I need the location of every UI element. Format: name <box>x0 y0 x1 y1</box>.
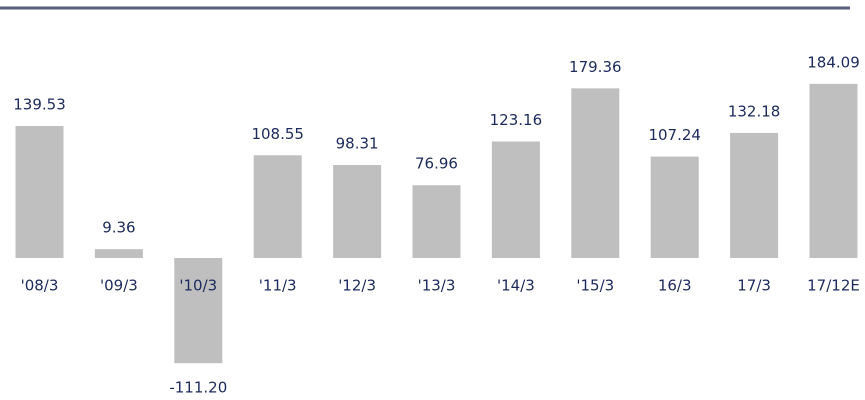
bar <box>412 185 461 258</box>
bar <box>333 164 382 258</box>
value-label: 139.53 <box>13 96 66 114</box>
value-label: 9.36 <box>102 219 135 237</box>
bar <box>15 126 64 258</box>
bar <box>174 258 223 364</box>
bar <box>571 88 620 258</box>
x-tick-label: '12/3 <box>338 277 376 295</box>
value-label: 184.09 <box>807 53 860 71</box>
x-tick-label: 17/3 <box>737 277 771 295</box>
x-tick-label: '09/3 <box>100 277 138 295</box>
bar <box>491 141 540 258</box>
x-tick-label: '15/3 <box>576 277 614 295</box>
bar <box>650 156 699 258</box>
x-tick-label: '10/3 <box>179 277 217 295</box>
bar <box>253 155 302 258</box>
value-label: 107.24 <box>648 126 701 144</box>
x-tick-label: '11/3 <box>259 277 297 295</box>
bar <box>809 83 858 258</box>
x-tick-label: 16/3 <box>658 277 692 295</box>
value-label: 132.18 <box>728 102 781 120</box>
value-label: 108.55 <box>251 125 304 143</box>
x-tick-label: 17/12E <box>807 277 860 295</box>
value-label: 123.16 <box>490 111 543 129</box>
x-tick-label: '08/3 <box>21 277 59 295</box>
value-label: 179.36 <box>569 58 622 76</box>
value-label: 98.31 <box>336 134 379 152</box>
value-label: 76.96 <box>415 155 458 173</box>
bar <box>730 132 779 258</box>
value-label: -111.20 <box>169 379 227 397</box>
x-tick-label: '13/3 <box>418 277 456 295</box>
bar <box>94 249 143 258</box>
x-tick-label: '14/3 <box>497 277 535 295</box>
